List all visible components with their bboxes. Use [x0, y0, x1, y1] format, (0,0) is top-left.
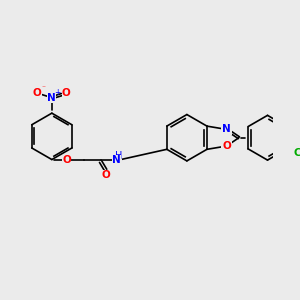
Text: N: N: [222, 124, 231, 134]
Text: N: N: [47, 93, 56, 103]
Text: O: O: [101, 169, 110, 180]
Text: +: +: [55, 88, 61, 97]
Text: O: O: [62, 88, 71, 98]
Text: O: O: [222, 141, 231, 151]
Text: H: H: [115, 151, 122, 161]
Text: Cl: Cl: [293, 148, 300, 158]
Text: O: O: [33, 88, 42, 98]
Text: N: N: [112, 155, 121, 165]
Text: ⁻: ⁻: [42, 83, 46, 92]
Text: O: O: [62, 154, 71, 164]
